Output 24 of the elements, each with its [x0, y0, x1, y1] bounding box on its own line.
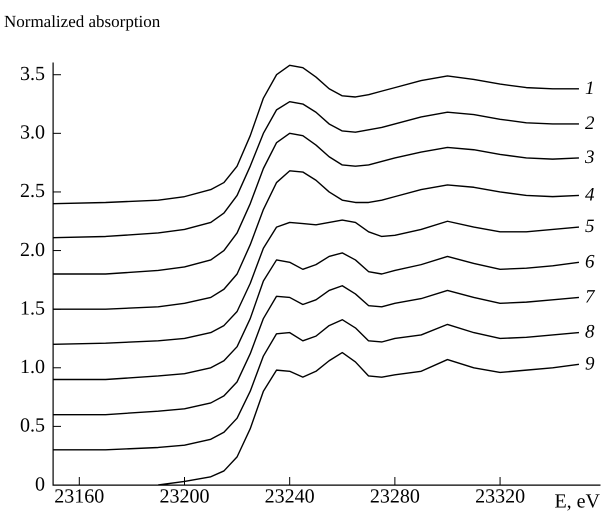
y-tick-label: 0 [35, 473, 45, 496]
series-label: 3 [584, 146, 594, 168]
x-tick-label: 23320 [475, 485, 526, 508]
x-tick-label: 23240 [264, 485, 315, 508]
series-label: 2 [584, 112, 595, 134]
series-label: 6 [584, 251, 595, 272]
y-tick-label: 2.0 [20, 238, 45, 261]
x-tick-label: 23200 [159, 485, 210, 508]
series-label: 4 [584, 184, 595, 206]
x-tick-label: 23160 [54, 485, 104, 508]
x-tick-label: 23280 [370, 485, 420, 508]
y-tick-label: 3.0 [20, 122, 45, 144]
series-label: 1 [584, 78, 594, 99]
series-label: 9 [584, 353, 595, 374]
y-tick-label: 0.5 [20, 414, 45, 437]
y-tick-label: 2.5 [20, 180, 45, 202]
y-tick-label: 1.0 [20, 356, 45, 378]
y-tick-label: 3.5 [20, 62, 45, 85]
y-axis-title: Normalized absorption [4, 12, 161, 31]
series-label: 7 [584, 286, 596, 308]
y-tick-label: 1.5 [20, 297, 45, 320]
series-label: 5 [584, 216, 594, 238]
series-label: 8 [584, 322, 595, 343]
x-axis-title: E, eV [554, 490, 601, 512]
